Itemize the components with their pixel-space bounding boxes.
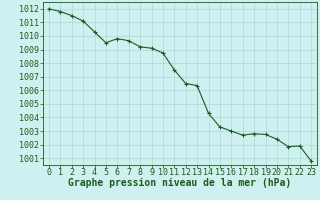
- X-axis label: Graphe pression niveau de la mer (hPa): Graphe pression niveau de la mer (hPa): [68, 178, 292, 188]
